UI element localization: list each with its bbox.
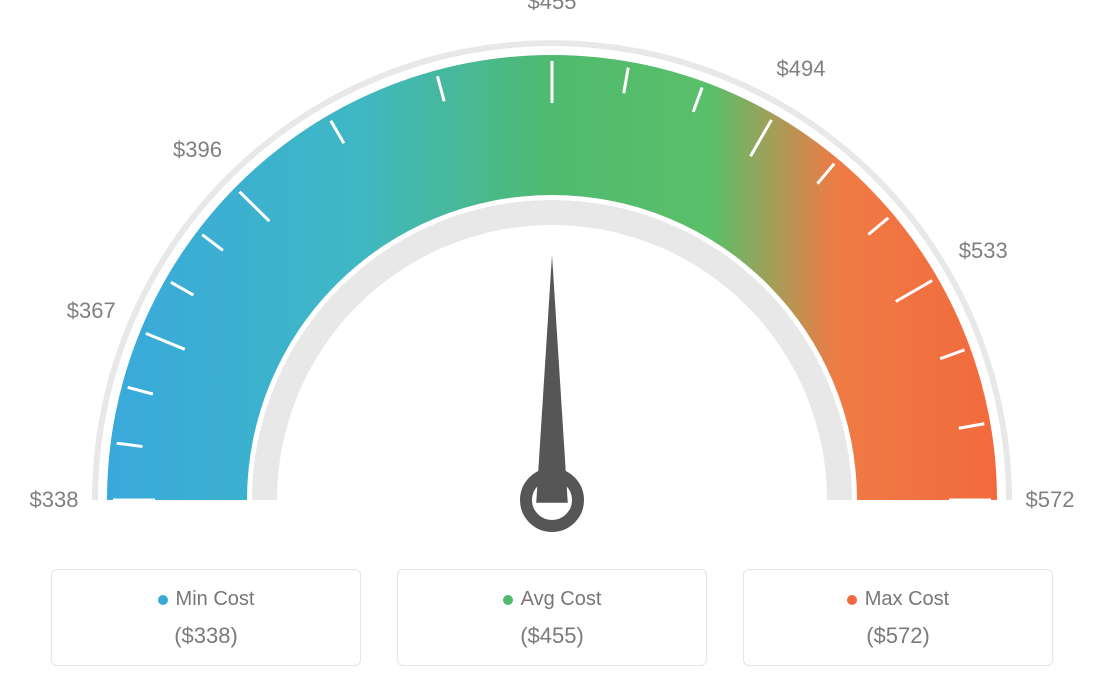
legend-dot-max xyxy=(847,595,857,605)
legend-dot-avg xyxy=(503,595,513,605)
legend-card-max: Max Cost ($572) xyxy=(743,569,1053,666)
legend-title-max: Max Cost xyxy=(847,588,949,611)
legend-dot-min xyxy=(158,595,168,605)
legend-title-min: Min Cost xyxy=(158,588,255,611)
legend-card-min: Min Cost ($338) xyxy=(51,569,361,666)
legend-label-min: Min Cost xyxy=(176,588,255,611)
gauge-tick-label: $367 xyxy=(67,298,116,324)
legend-value-avg: ($455) xyxy=(408,623,696,649)
gauge-tick-label: $396 xyxy=(173,137,222,163)
gauge-tick-label: $572 xyxy=(1026,487,1075,513)
legend-value-min: ($338) xyxy=(62,623,350,649)
legend-title-avg: Avg Cost xyxy=(503,588,602,611)
cost-gauge: $338 $367 $396 $455 $494 $533 $572 xyxy=(0,0,1104,560)
legend-card-avg: Avg Cost ($455) xyxy=(397,569,707,666)
legend-row: Min Cost ($338) Avg Cost ($455) Max Cost… xyxy=(0,569,1104,666)
gauge-tick-label: $455 xyxy=(528,0,577,15)
gauge-tick-label: $494 xyxy=(777,56,826,82)
legend-label-max: Max Cost xyxy=(865,588,949,611)
legend-value-max: ($572) xyxy=(754,623,1042,649)
gauge-tick-label: $338 xyxy=(30,487,79,513)
legend-label-avg: Avg Cost xyxy=(521,588,602,611)
gauge-tick-label: $533 xyxy=(959,238,1008,264)
gauge-svg xyxy=(0,0,1104,560)
